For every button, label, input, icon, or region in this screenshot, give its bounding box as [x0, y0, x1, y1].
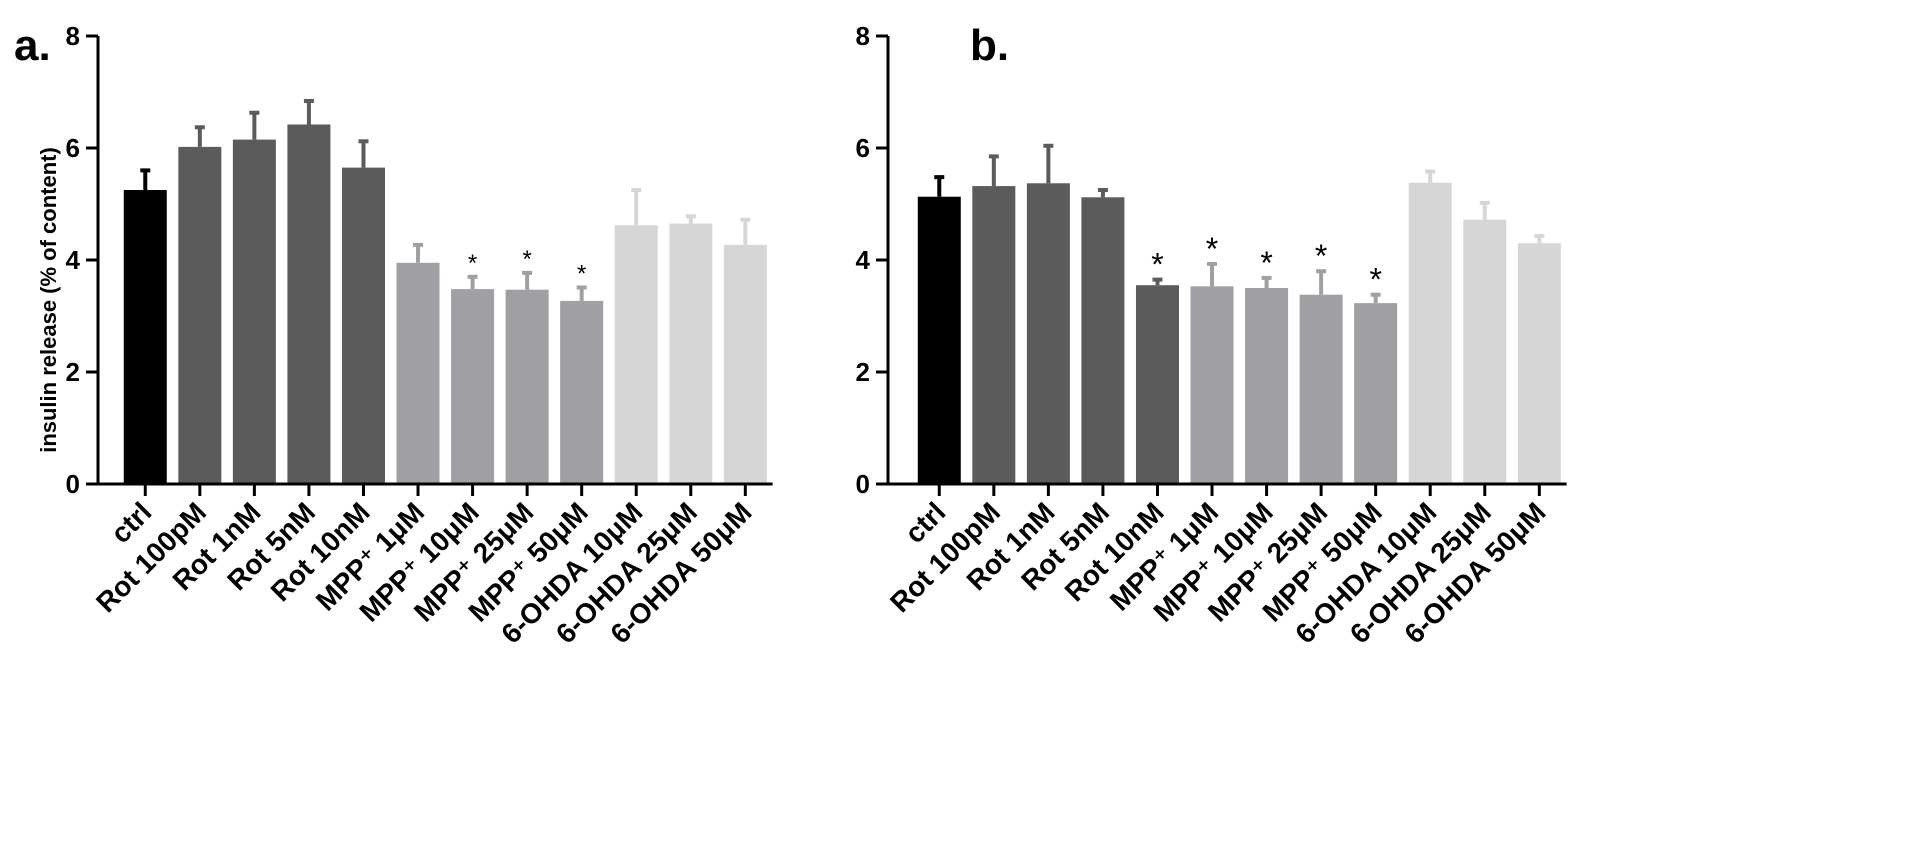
bar: [1081, 197, 1125, 484]
bar: [178, 146, 222, 484]
significance-star: *: [522, 246, 531, 273]
bar: [1190, 286, 1234, 484]
y-tick-label: 4: [856, 245, 871, 275]
y-ticks-b: 0 2 4 6 8: [856, 21, 888, 499]
y-tick-label: 2: [856, 357, 870, 387]
bar: [232, 139, 276, 484]
y-tick-label: 6: [66, 133, 80, 163]
significance-markers-b: * * * * *: [1151, 231, 1382, 298]
panel-label-a: a.: [14, 21, 51, 70]
bar: [287, 124, 331, 484]
significance-star: *: [577, 260, 586, 287]
bar: [1135, 285, 1179, 484]
bar: [123, 190, 167, 484]
bar: [396, 262, 440, 484]
y-tick-label: 0: [66, 469, 80, 499]
bar: [1026, 183, 1070, 484]
chart-panel-a: a. insulin release (% of content) * * * 0 2…: [14, 21, 773, 650]
bar: [505, 289, 549, 484]
bar: [451, 289, 495, 484]
y-tick-label: 0: [856, 469, 870, 499]
bar: [917, 196, 961, 484]
x-ticks-b: [937, 484, 1541, 496]
significance-star: *: [1206, 231, 1218, 267]
y-tick-label: 8: [66, 21, 80, 51]
bar: [1463, 219, 1507, 484]
significance-markers-a: * * *: [468, 246, 586, 288]
bars-b: [917, 182, 1561, 484]
y-axis-label: insulin release (% of content): [36, 147, 61, 453]
significance-star: *: [1260, 245, 1272, 281]
significance-star: *: [1315, 238, 1327, 274]
significance-star: *: [1151, 247, 1163, 283]
y-tick-label: 6: [856, 133, 870, 163]
y-ticks-a: 0 2 4 6 8: [66, 21, 98, 499]
bar: [341, 167, 385, 484]
y-tick-label: 4: [66, 245, 81, 275]
bars-a: [123, 124, 767, 484]
bar: [1299, 294, 1343, 484]
bar: [669, 223, 713, 484]
significance-star: *: [468, 250, 477, 277]
bar: [972, 186, 1016, 484]
y-tick-label: 8: [856, 21, 870, 51]
bar: [723, 244, 767, 484]
bar: [1354, 303, 1398, 484]
bar: [1245, 288, 1289, 484]
panel-label-b: b.: [970, 21, 1009, 70]
y-tick-label: 2: [66, 357, 80, 387]
error-bars-b: [934, 143, 1545, 304]
significance-star: *: [1369, 262, 1381, 298]
bar: [614, 225, 658, 484]
bar: [1408, 182, 1452, 484]
bar: [1517, 243, 1561, 484]
bar: [560, 300, 604, 484]
error-bars-a: [140, 98, 751, 301]
x-ticks-a: [143, 484, 747, 496]
